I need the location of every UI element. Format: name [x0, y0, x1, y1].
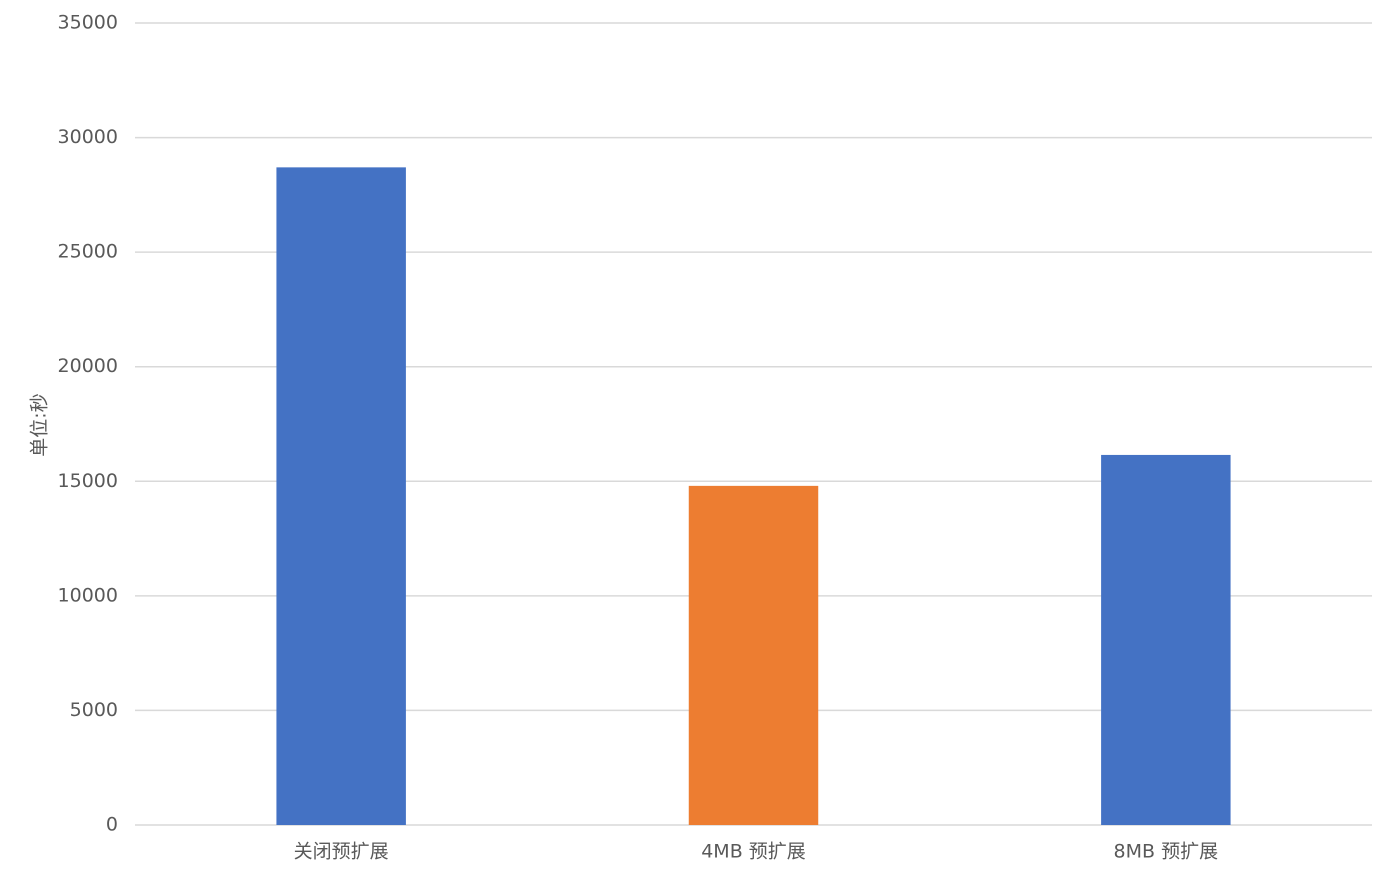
- x-tick-label: 关闭预扩展: [294, 841, 389, 863]
- y-tick-label: 10000: [58, 584, 118, 606]
- y-tick-label: 5000: [70, 699, 118, 721]
- bar: [1101, 454, 1231, 825]
- y-tick-label: 15000: [58, 470, 118, 492]
- x-tick-label: 8MB 预扩展: [1114, 841, 1219, 863]
- y-axis-label: 单位:秒: [29, 393, 51, 456]
- x-tick-label: 4MB 预扩展: [701, 841, 806, 863]
- bar: [688, 485, 819, 825]
- bar: [276, 167, 406, 826]
- y-tick-label: 35000: [58, 12, 118, 34]
- y-tick-label: 25000: [58, 241, 118, 263]
- y-tick-label: 20000: [58, 355, 118, 377]
- y-tick-label: 30000: [58, 126, 118, 148]
- y-tick-label: 0: [106, 814, 118, 836]
